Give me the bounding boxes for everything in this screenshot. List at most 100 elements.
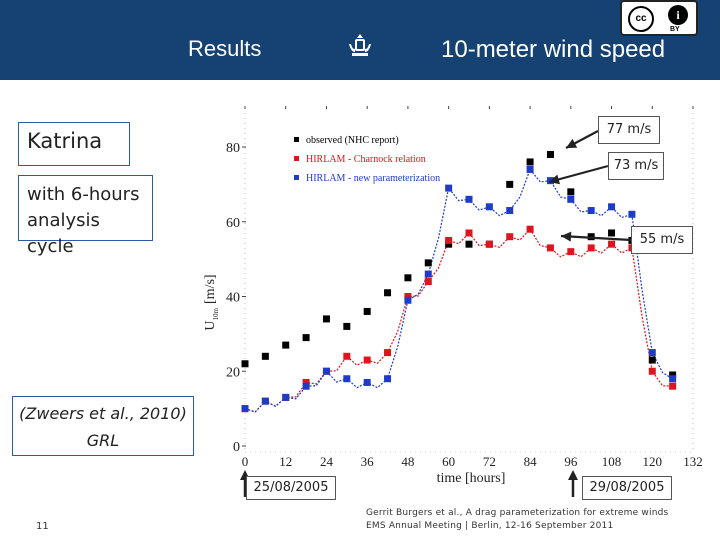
coat-of-arms-icon: [349, 34, 371, 56]
observed-point: [506, 180, 514, 188]
x-tick-label: 132: [683, 454, 703, 469]
new-param-point: [261, 397, 269, 405]
charnock-point: [587, 244, 595, 252]
new-param-point: [485, 203, 493, 211]
analysis-cycle-line2: analysis cycle: [27, 210, 100, 257]
arrow-end-date-head: [568, 470, 578, 480]
arrow-77-head: [566, 138, 578, 148]
y-tick-label: 0: [233, 440, 240, 455]
observed-point: [526, 158, 534, 166]
x-tick-label: 0: [242, 454, 249, 469]
creative-commons-icon: cc: [628, 6, 654, 32]
new-param-point: [628, 210, 636, 218]
x-tick-label: 120: [643, 454, 663, 469]
observed-point: [567, 188, 575, 196]
x-tick-label: 60: [442, 454, 455, 469]
new-param-point: [302, 382, 310, 390]
observed-point: [546, 150, 554, 158]
x-tick-label: 84: [524, 454, 538, 469]
new-param-point: [506, 207, 514, 215]
observed-point: [404, 274, 412, 282]
new-param-point: [384, 375, 392, 383]
charnock-point: [302, 378, 310, 386]
x-tick-label: 36: [361, 454, 375, 469]
y-tick-label: 60: [226, 216, 240, 231]
peak-observed-label: 77 m/s: [598, 116, 660, 144]
new-param-point: [424, 270, 432, 278]
x-tick-label: 24: [320, 454, 334, 469]
analysis-cycle-line1: with 6-hours: [27, 184, 140, 205]
y-axis-title: U10m [m/s]: [203, 274, 220, 330]
charnock-point: [363, 356, 371, 364]
legend-label: observed (NHC report): [306, 135, 399, 146]
x-tick-label: 72: [483, 454, 496, 469]
y-tick-label: 80: [226, 141, 240, 156]
new-param-point: [282, 393, 290, 401]
new-param-point: [322, 367, 330, 375]
series-line-new-param: [244, 168, 673, 413]
legend-marker: [294, 175, 299, 180]
arrow-73: [548, 164, 609, 184]
footer-credit: Gerrit Burgers et al., A drag parameteri…: [366, 507, 668, 533]
new-param-point: [404, 296, 412, 304]
observed-point: [608, 229, 616, 237]
arrow-73-head: [549, 174, 560, 185]
new-param-point: [608, 203, 616, 211]
arrow-55-head: [561, 231, 572, 242]
legend-marker: [294, 156, 299, 161]
observed-point: [465, 240, 473, 248]
observed-point: [343, 322, 351, 330]
legend-label: HIRLAM - Charnock relation: [306, 154, 426, 165]
observed-point: [363, 307, 371, 315]
attribution-icon: i: [668, 5, 688, 25]
header-bar: Results 10-meter wind speed cc i BY: [0, 0, 720, 80]
y-axis-subscript: 10m: [212, 307, 220, 320]
start-date-label: 25/08/2005: [246, 476, 336, 500]
new-param-point: [526, 165, 534, 173]
legend-marker: [294, 137, 299, 142]
charnock-point: [648, 367, 656, 375]
slide-number: 11: [36, 521, 49, 532]
reference-note: (Zweers et al., 2010) GRL: [12, 396, 194, 456]
observed-point: [302, 334, 310, 342]
end-date-label: 29/08/2005: [582, 476, 672, 500]
charnock-point: [384, 349, 392, 357]
legend-label: HIRLAM - new parameterization: [306, 173, 440, 184]
new-param-point: [241, 405, 249, 413]
new-param-point: [465, 195, 473, 203]
charnock-point: [608, 240, 616, 248]
y-axis-symbol: U: [203, 320, 218, 330]
new-param-point: [587, 207, 595, 215]
charnock-point: [567, 248, 575, 256]
reference-line2: GRL: [86, 431, 120, 450]
peak-new-param-label: 73 m/s: [608, 152, 664, 180]
arrow-55: [560, 234, 632, 242]
series-line-charnock: [244, 228, 673, 413]
section-title: Results: [188, 36, 262, 61]
storm-name-label: Katrina: [18, 122, 130, 166]
observed-point: [241, 360, 249, 368]
charnock-point: [506, 233, 514, 241]
observed-point: [322, 315, 330, 323]
footer-credit-line2: EMS Annual Meeting | Berlin, 12-16 Septe…: [366, 521, 614, 531]
reference-line1: (Zweers et al., 2010): [19, 404, 187, 423]
x-tick-label: 48: [401, 454, 414, 469]
charnock-point: [424, 278, 432, 286]
new-param-point: [669, 375, 677, 383]
y-axis-title-text: U10m [m/s]: [203, 274, 220, 330]
observed-point: [445, 240, 453, 248]
observed-point: [648, 356, 656, 364]
charnock-point: [465, 229, 473, 237]
new-param-point: [567, 195, 575, 203]
x-tick-label: 12: [279, 454, 292, 469]
x-tick-label: 96: [564, 454, 578, 469]
observed-point: [384, 289, 392, 297]
y-axis-unit: [m/s]: [203, 274, 218, 304]
charnock-point: [546, 244, 554, 252]
y-tick-label: 20: [226, 365, 240, 380]
charnock-point: [485, 240, 493, 248]
new-param-point: [363, 378, 371, 386]
footer-credit-line1: Gerrit Burgers et al., A drag parameteri…: [366, 508, 669, 518]
new-param-point: [648, 349, 656, 357]
